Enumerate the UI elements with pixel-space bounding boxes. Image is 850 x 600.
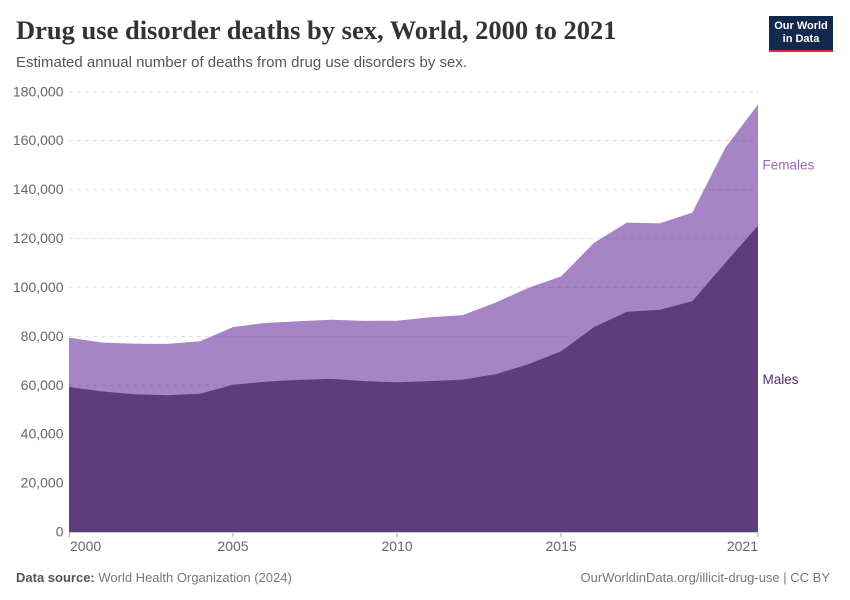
svg-text:60,000: 60,000: [21, 377, 64, 393]
svg-text:2005: 2005: [217, 538, 248, 554]
svg-text:2015: 2015: [546, 538, 577, 554]
svg-text:0: 0: [56, 524, 64, 540]
svg-text:180,000: 180,000: [13, 83, 64, 99]
svg-text:2021: 2021: [727, 538, 758, 554]
svg-text:120,000: 120,000: [13, 230, 64, 246]
svg-text:2010: 2010: [382, 538, 413, 554]
svg-text:80,000: 80,000: [21, 328, 64, 344]
svg-text:Males: Males: [763, 372, 799, 387]
svg-text:140,000: 140,000: [13, 181, 64, 197]
svg-text:160,000: 160,000: [13, 132, 64, 148]
svg-text:20,000: 20,000: [21, 475, 64, 491]
svg-text:Females: Females: [763, 158, 815, 173]
svg-text:2000: 2000: [70, 538, 101, 554]
svg-text:100,000: 100,000: [13, 279, 64, 295]
svg-text:40,000: 40,000: [21, 426, 64, 442]
